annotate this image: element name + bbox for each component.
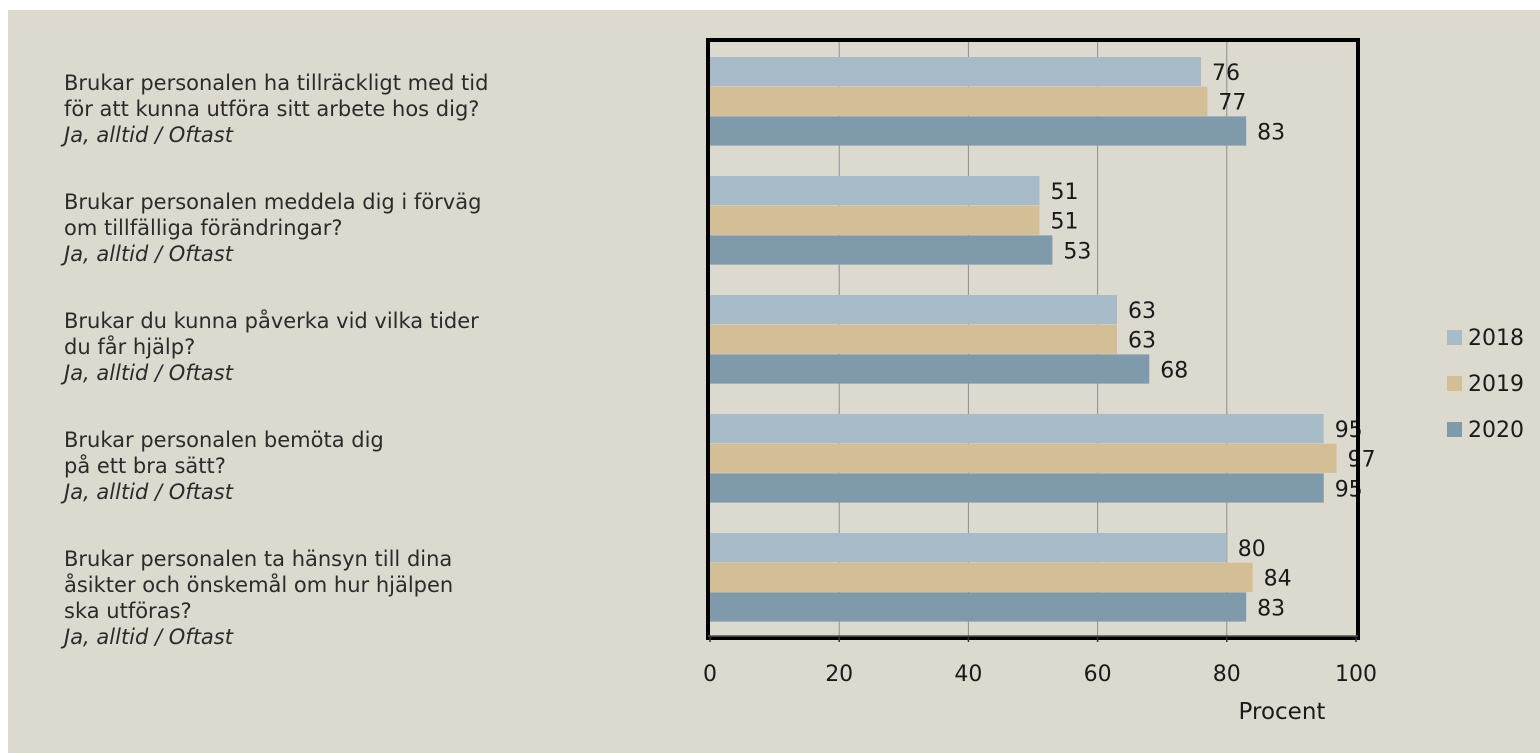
- bar-2018: [710, 57, 1201, 87]
- bar-value-label: 68: [1160, 358, 1188, 383]
- x-tick-label: 0: [703, 662, 717, 687]
- legend-swatch-2019: [1447, 376, 1462, 391]
- answer-option-text: Ja, alltid / Oftast: [64, 361, 233, 385]
- x-tick-label: 20: [825, 662, 853, 687]
- bar-2018: [710, 295, 1117, 325]
- bar-2019: [710, 562, 1253, 592]
- bar-2018: [710, 533, 1227, 563]
- legend-swatch-2018: [1447, 330, 1462, 345]
- bar-2019: [710, 86, 1208, 116]
- bar-value-label: 84: [1264, 567, 1292, 592]
- question-text: Brukar personalen meddela dig i förväg o…: [64, 190, 482, 240]
- bar-value-label: 77: [1218, 91, 1246, 116]
- bar-value-label: 83: [1257, 120, 1285, 145]
- category-label: Brukar personalen meddela dig i förväg o…: [64, 189, 624, 267]
- x-tick-label: 60: [1084, 662, 1112, 687]
- answer-option-text: Ja, alltid / Oftast: [64, 480, 233, 504]
- plot-frame: [706, 38, 1360, 640]
- bar-2019: [710, 205, 1040, 235]
- bar-2020: [710, 354, 1150, 384]
- bar-2020: [710, 235, 1053, 265]
- x-tick-label: 40: [954, 662, 982, 687]
- answer-option-text: Ja, alltid / Oftast: [64, 625, 233, 649]
- bar-value-label: 80: [1238, 537, 1266, 562]
- bar-value-label: 63: [1128, 299, 1156, 324]
- question-text: Brukar du kunna påverka vid vilka tider …: [64, 309, 479, 359]
- question-text: Brukar personalen bemöta dig på ett bra …: [64, 428, 384, 478]
- bar-value-label: 97: [1348, 448, 1376, 473]
- answer-option-text: Ja, alltid / Oftast: [64, 123, 233, 147]
- bar-2020: [710, 116, 1247, 146]
- category-label: Brukar du kunna påverka vid vilka tider …: [64, 308, 624, 386]
- legend-label: 2020: [1468, 418, 1524, 443]
- bar-value-label: 51: [1050, 210, 1078, 235]
- bar-value-label: 76: [1212, 61, 1240, 86]
- category-label: Brukar personalen ta hänsyn till dina ås…: [64, 546, 624, 650]
- legend-label: 2019: [1468, 372, 1524, 397]
- question-text: Brukar personalen ha tillräckligt med ti…: [64, 71, 489, 121]
- bar-2018: [710, 414, 1324, 444]
- bar-value-label: 51: [1050, 180, 1078, 205]
- legend-label: 2018: [1468, 326, 1524, 351]
- x-tick-label: 100: [1335, 662, 1377, 687]
- bar-2018: [710, 176, 1040, 206]
- x-axis-title: Procent: [1239, 699, 1326, 725]
- category-label: Brukar personalen ha tillräckligt med ti…: [64, 70, 624, 148]
- x-tick-label: 80: [1213, 662, 1241, 687]
- bar-2019: [710, 443, 1337, 473]
- bar-value-label: 63: [1128, 329, 1156, 354]
- legend-swatch-2020: [1447, 422, 1462, 437]
- bar-value-label: 83: [1257, 596, 1285, 621]
- question-text: Brukar personalen ta hänsyn till dina ås…: [64, 547, 454, 623]
- answer-option-text: Ja, alltid / Oftast: [64, 242, 233, 266]
- bar-2020: [710, 473, 1324, 503]
- category-label: Brukar personalen bemöta dig på ett bra …: [64, 427, 624, 505]
- bar-value-label: 53: [1063, 239, 1091, 264]
- bar-2020: [710, 592, 1247, 622]
- bar-2019: [710, 324, 1117, 354]
